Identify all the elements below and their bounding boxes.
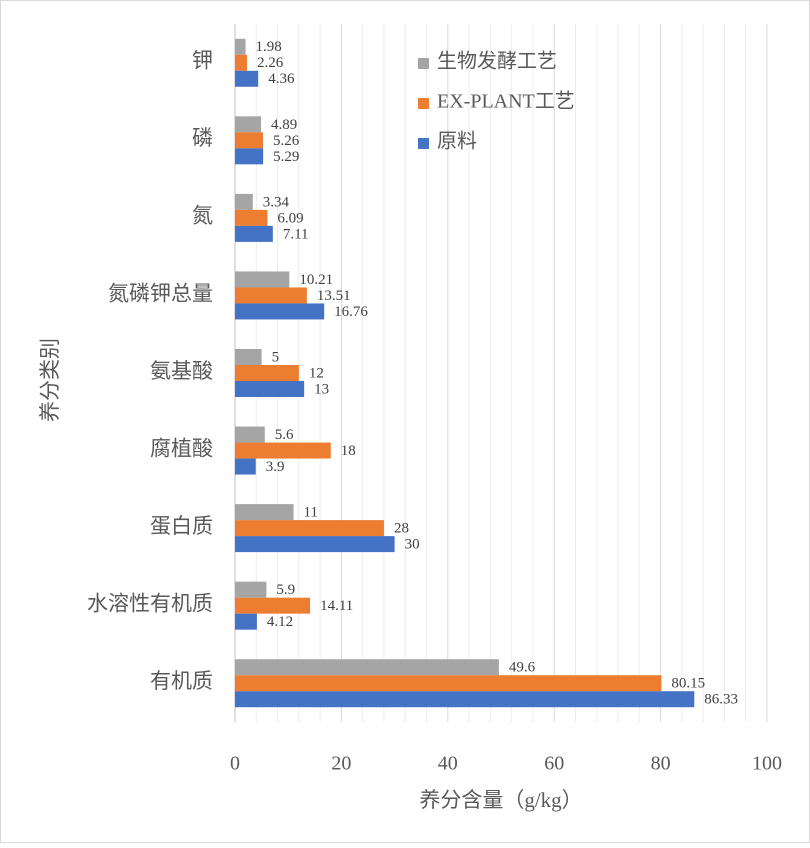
bar xyxy=(235,209,268,226)
value-label: 6.09 xyxy=(277,210,303,226)
bar xyxy=(235,287,307,304)
value-label: 4.36 xyxy=(268,71,295,87)
value-label: 18 xyxy=(341,443,356,459)
x-tick-label: 60 xyxy=(544,753,564,775)
y-tick-label: 钾 xyxy=(192,49,213,73)
bar xyxy=(235,458,256,475)
value-label: 5.9 xyxy=(276,582,295,598)
bar xyxy=(235,38,246,55)
legend-swatch xyxy=(418,138,429,149)
bar xyxy=(235,225,273,242)
bar xyxy=(235,504,294,521)
bar xyxy=(235,426,265,443)
value-label: 2.26 xyxy=(257,55,284,71)
x-tick-label: 0 xyxy=(230,753,240,775)
value-label: 12 xyxy=(309,365,324,381)
value-label: 16.76 xyxy=(334,304,368,320)
bar xyxy=(235,675,662,692)
value-label: 10.21 xyxy=(299,272,333,288)
legend-label: 原料 xyxy=(437,130,477,153)
y-tick-label: 氨基酸 xyxy=(150,359,213,383)
value-label: 5.26 xyxy=(273,133,300,149)
legend-label: EX-PLANT工艺 xyxy=(437,90,575,113)
x-tick-label: 20 xyxy=(331,753,351,775)
y-tick-label: 蛋白质 xyxy=(150,514,213,538)
y-tick-label: 氮磷钾总量 xyxy=(108,281,213,305)
bar xyxy=(235,581,267,598)
x-tick-label: 100 xyxy=(752,753,782,775)
x-axis-title: 养分含量（g/kg） xyxy=(419,788,582,812)
y-tick-label: 有机质 xyxy=(150,669,213,693)
value-label: 1.98 xyxy=(256,39,282,55)
value-label: 4.89 xyxy=(271,117,297,133)
bar xyxy=(235,520,384,537)
x-tick-label: 80 xyxy=(651,753,671,775)
bar xyxy=(235,442,331,459)
bar xyxy=(235,70,259,87)
value-label: 3.9 xyxy=(266,459,285,475)
value-label: 13.51 xyxy=(317,288,351,304)
bar xyxy=(235,613,257,630)
y-axis-title: 养分类别 xyxy=(38,338,62,422)
bar xyxy=(235,193,253,210)
value-label: 11 xyxy=(304,505,318,521)
y-tick-label: 磷 xyxy=(192,126,213,150)
value-label: 7.11 xyxy=(283,226,309,242)
bar xyxy=(235,54,248,71)
value-label: 30 xyxy=(405,537,420,553)
bar xyxy=(235,132,263,149)
value-label: 80.15 xyxy=(671,676,705,692)
value-label: 13 xyxy=(314,381,329,397)
value-label: 5.29 xyxy=(273,149,299,165)
bar xyxy=(235,303,325,320)
bar xyxy=(235,691,695,708)
value-label: 28 xyxy=(394,521,409,537)
x-tick-label: 40 xyxy=(438,753,458,775)
value-label: 5.6 xyxy=(275,427,294,443)
bar xyxy=(235,349,262,365)
bar xyxy=(235,597,311,614)
bar xyxy=(235,148,264,165)
value-label: 14.11 xyxy=(320,598,353,614)
bar xyxy=(235,116,262,133)
y-tick-label: 腐植酸 xyxy=(150,436,213,460)
value-label: 5 xyxy=(272,349,280,365)
bar xyxy=(235,659,499,676)
bar xyxy=(235,271,290,288)
value-label: 49.6 xyxy=(509,660,536,676)
bar xyxy=(235,365,299,381)
legend-label: 生物发酵工艺 xyxy=(437,50,557,73)
legend-swatch xyxy=(418,98,429,109)
value-label: 3.34 xyxy=(263,194,290,210)
value-label: 86.33 xyxy=(704,692,738,708)
bar xyxy=(235,536,395,553)
bar xyxy=(235,381,305,397)
legend-swatch xyxy=(418,58,429,69)
y-tick-label: 水溶性有机质 xyxy=(87,591,213,615)
y-tick-label: 氮 xyxy=(192,204,213,228)
value-label: 4.12 xyxy=(267,614,293,630)
